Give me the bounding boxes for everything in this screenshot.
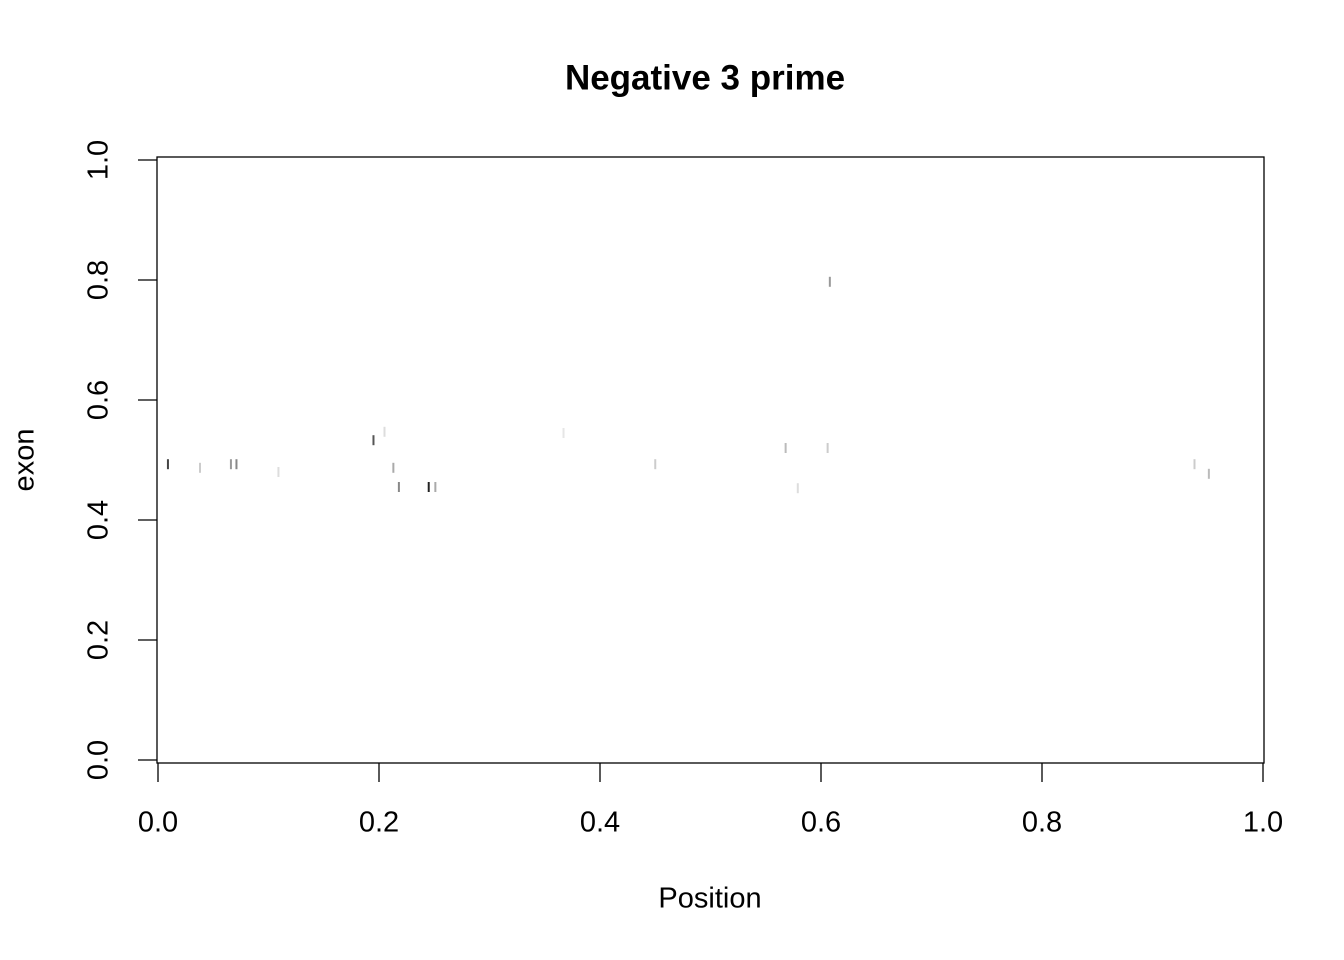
x-axis-label: Position: [658, 883, 761, 915]
x-tick-label: 0.0: [138, 807, 178, 839]
plot-frame: [156, 156, 1265, 764]
x-tick-label: 0.8: [1022, 807, 1062, 839]
x-tick-label: 0.4: [580, 807, 620, 839]
y-axis-label: exon: [9, 429, 41, 492]
chart-title: Negative 3 prime: [565, 58, 845, 97]
y-tick-label: 0.0: [83, 740, 115, 780]
y-tick-label: 0.4: [83, 500, 115, 540]
x-tick-label: 0.2: [359, 807, 399, 839]
y-tick-label: 1.0: [83, 140, 115, 180]
y-tick-label: 0.2: [83, 620, 115, 660]
x-tick-label: 1.0: [1243, 807, 1283, 839]
y-tick-label: 0.6: [83, 380, 115, 420]
y-tick-label: 0.8: [83, 260, 115, 300]
x-tick-label: 0.6: [801, 807, 841, 839]
